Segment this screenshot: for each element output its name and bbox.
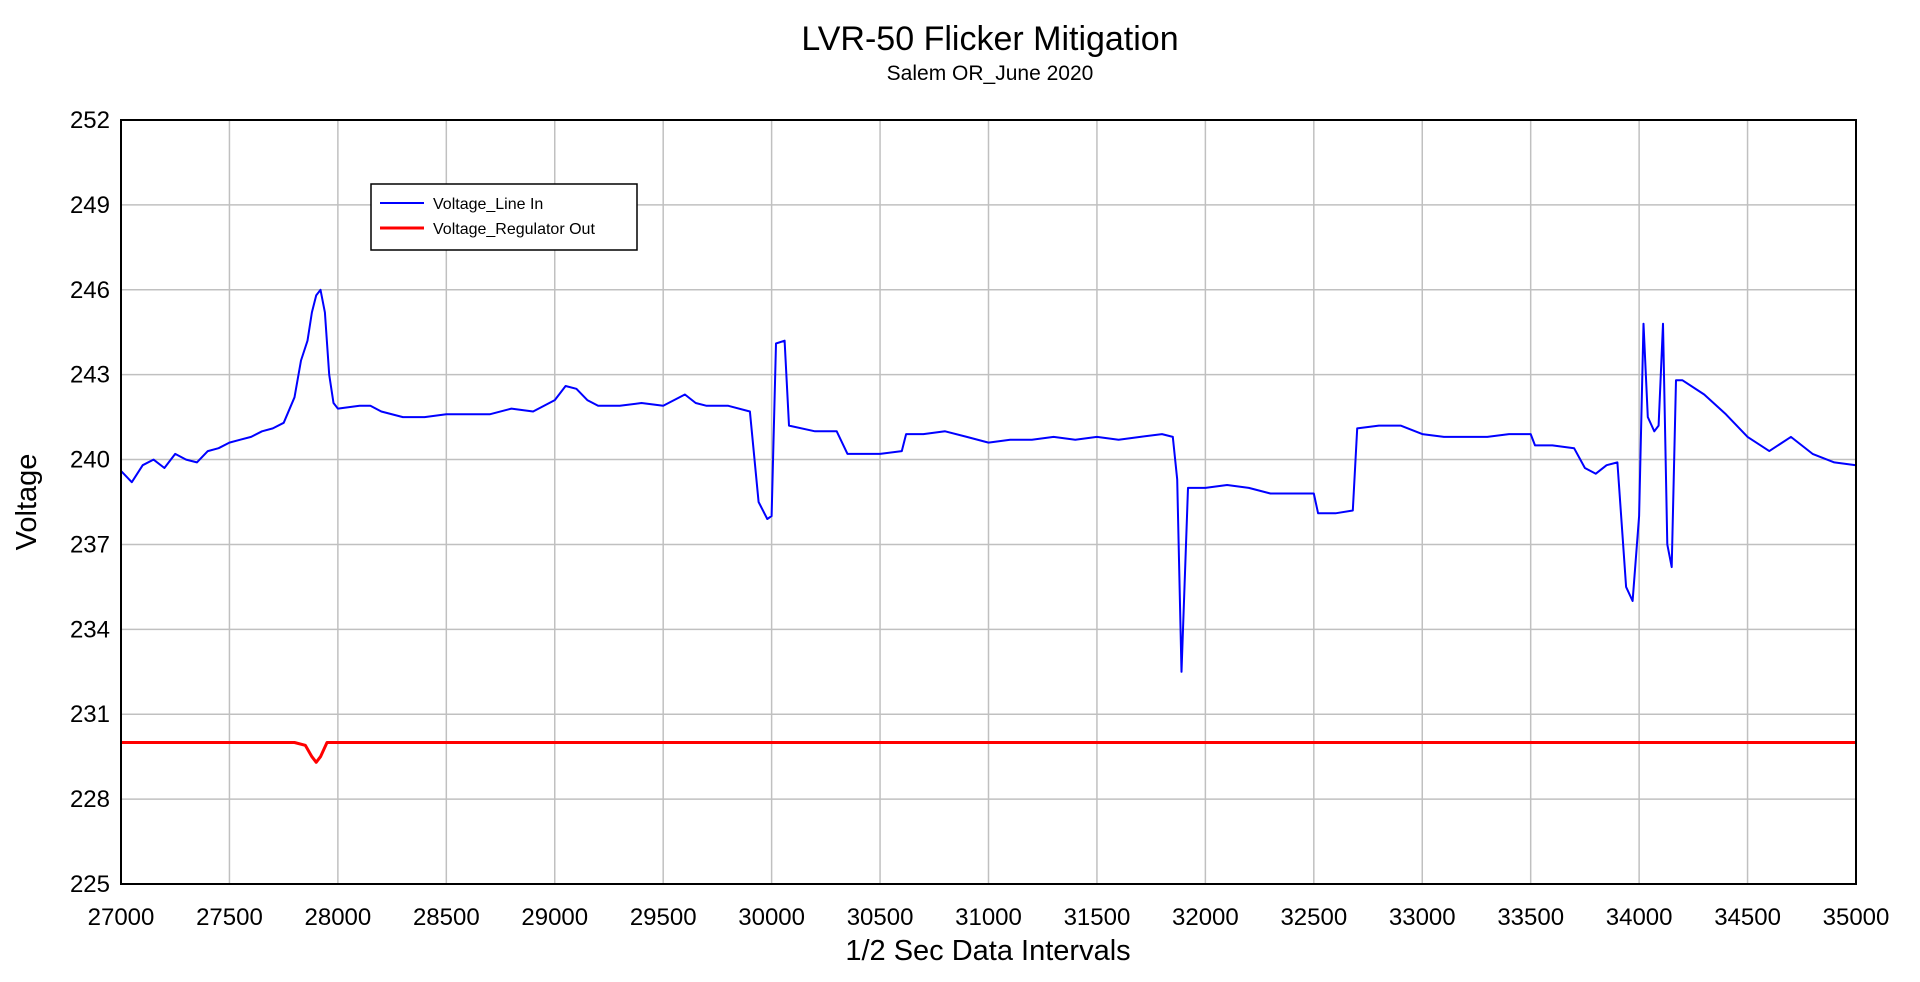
x-tick-label: 28500	[413, 904, 480, 931]
y-tick-label: 231	[70, 701, 110, 728]
x-tick-label: 35000	[1823, 904, 1890, 931]
legend-box	[370, 183, 638, 251]
x-tick-label: 31000	[955, 904, 1022, 931]
x-tick-label: 32000	[1172, 904, 1239, 931]
tick-labels: 27000 27500 28000 28500 29000 29500 30000 30500…	[70, 107, 1889, 931]
x-tick-label: 34000	[1606, 904, 1673, 931]
x-tick-label: 28000	[305, 904, 372, 931]
x-tick-label: 32500	[1280, 904, 1347, 931]
x-tick-label: 31500	[1064, 904, 1131, 931]
x-axis-label: 1/2 Sec Data Intervals	[845, 935, 1130, 967]
x-tick-label: 27500	[196, 904, 263, 931]
x-tick-label: 29500	[630, 904, 697, 931]
y-tick-label: 228	[70, 786, 110, 813]
x-tick-label: 33000	[1389, 904, 1456, 931]
series-line-voltage-line-in	[120, 288, 1857, 673]
legend-label-line-in: Voltage_Line In	[433, 196, 543, 213]
series-lines	[120, 288, 1857, 764]
x-tick-label: 30500	[847, 904, 914, 931]
y-axis-label: Voltage	[11, 454, 43, 551]
x-tick-label: 33500	[1497, 904, 1564, 931]
y-tick-label: 243	[70, 362, 110, 389]
plot-frame	[120, 119, 1857, 885]
series-line-voltage-regulator-out	[121, 741, 1856, 764]
x-tick-label: 34500	[1714, 904, 1781, 931]
y-tick-label: 225	[70, 871, 110, 898]
x-tick-label: 29000	[521, 904, 588, 931]
y-tick-label: 249	[70, 192, 110, 219]
y-tick-label: 252	[70, 107, 110, 134]
y-tick-label: 237	[70, 531, 110, 558]
x-tick-label: 30000	[738, 904, 805, 931]
legend: Voltage_Line In Voltage_Regulator Out	[370, 183, 638, 251]
legend-label-regulator-out: Voltage_Regulator Out	[433, 221, 595, 238]
y-tick-label: 240	[70, 447, 110, 474]
x-tick-label: 27000	[88, 904, 155, 931]
y-tick-label: 246	[70, 277, 110, 304]
y-tick-label: 234	[70, 616, 110, 643]
chart-subtitle: Salem OR_June 2020	[887, 62, 1094, 85]
chart-title: LVR-50 Flicker Mitigation	[801, 20, 1178, 58]
